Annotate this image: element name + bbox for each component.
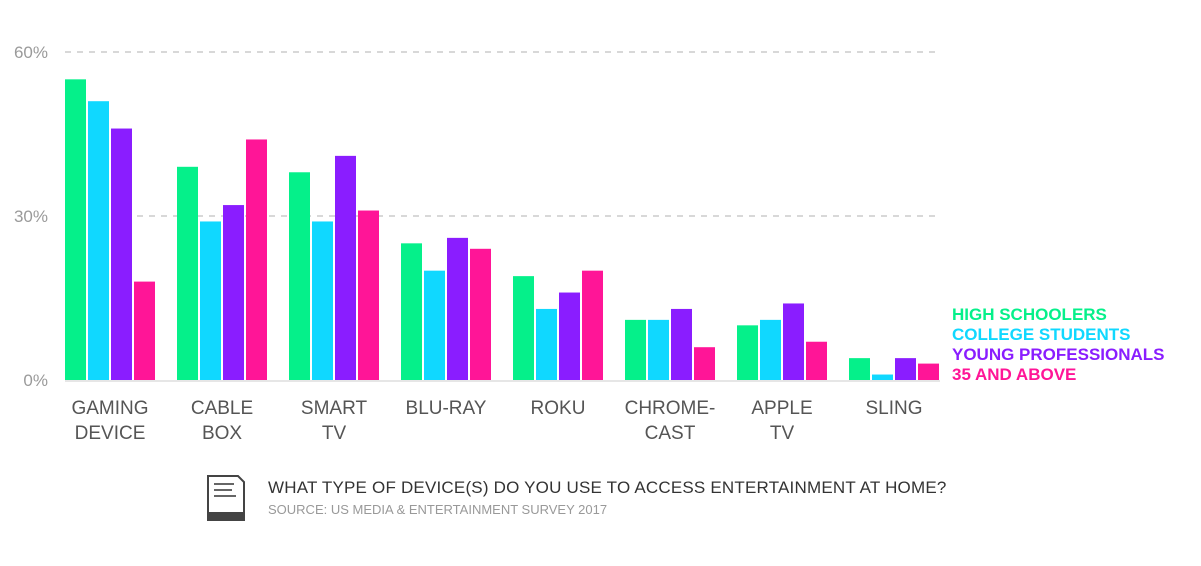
x-category-label: SLING (865, 398, 922, 419)
bar-high-schoolers (177, 166, 198, 380)
y-tick-label: 0% (23, 371, 48, 390)
footer: WHAT TYPE OF DEVICE(S) DO YOU USE TO ACC… (206, 474, 947, 522)
bar-college-students (760, 319, 781, 380)
bar-35-and-above (246, 139, 267, 380)
x-category-label: CABLE (191, 398, 253, 419)
bar-35-and-above (134, 281, 155, 380)
legend-entry: 35 AND ABOVE (952, 365, 1076, 384)
bar-college-students (200, 221, 221, 380)
x-category-label: SMART (301, 398, 368, 419)
legend-entry: HIGH SCHOOLERS (952, 305, 1107, 324)
bar-young-professionals (335, 155, 356, 380)
legend-entry: COLLEGE STUDENTS (952, 325, 1131, 344)
x-category-label: TV (322, 423, 347, 444)
y-tick-label: 60% (14, 43, 48, 62)
bar-high-schoolers (737, 325, 758, 380)
bar-young-professionals (895, 358, 916, 380)
x-category-label: BOX (202, 423, 242, 444)
bar-high-schoolers (65, 79, 86, 380)
bar-35-and-above (806, 341, 827, 380)
bar-young-professionals (223, 205, 244, 380)
bar-college-students (312, 221, 333, 380)
bar-35-and-above (918, 363, 939, 380)
x-category-label: CHROME- (625, 398, 716, 419)
bar-young-professionals (447, 237, 468, 380)
bar-college-students (424, 270, 445, 380)
bar-35-and-above (694, 347, 715, 380)
bar-35-and-above (470, 248, 491, 380)
legend-entry: YOUNG PROFESSIONALS (952, 345, 1165, 364)
bar-chart: 0% 30% 60% GAMING DEVICE CABLE BOX SMART TV BLU-R… (14, 43, 1165, 444)
bar-high-schoolers (625, 319, 646, 380)
x-category-label: GAMING (71, 398, 148, 419)
bar-young-professionals (559, 292, 580, 380)
bar-high-schoolers (401, 243, 422, 380)
bar-young-professionals (671, 308, 692, 380)
bar-young-professionals (111, 128, 132, 380)
y-tick-label: 30% (14, 207, 48, 226)
x-category-label: ROKU (531, 398, 586, 419)
bar-high-schoolers (849, 358, 870, 380)
bar-high-schoolers (513, 276, 534, 380)
x-category-label: BLU-RAY (406, 398, 487, 419)
chart-source: SOURCE: US MEDIA & ENTERTAINMENT SURVEY … (268, 502, 608, 517)
bar-young-professionals (783, 303, 804, 380)
bar-college-students (88, 101, 109, 380)
x-category-label: APPLE (751, 398, 812, 419)
chart-question-title: WHAT TYPE OF DEVICE(S) DO YOU USE TO ACC… (268, 478, 947, 497)
bar-high-schoolers (289, 172, 310, 380)
bar-college-students (536, 308, 557, 380)
x-category-label: DEVICE (75, 423, 146, 444)
x-category-label: TV (770, 423, 795, 444)
bar-35-and-above (582, 270, 603, 380)
adobe-digital-insights-logo (207, 475, 245, 521)
bar-35-and-above (358, 210, 379, 380)
bar-college-students (648, 319, 669, 380)
x-category-label: CAST (645, 423, 696, 444)
bar-college-students (872, 374, 893, 380)
